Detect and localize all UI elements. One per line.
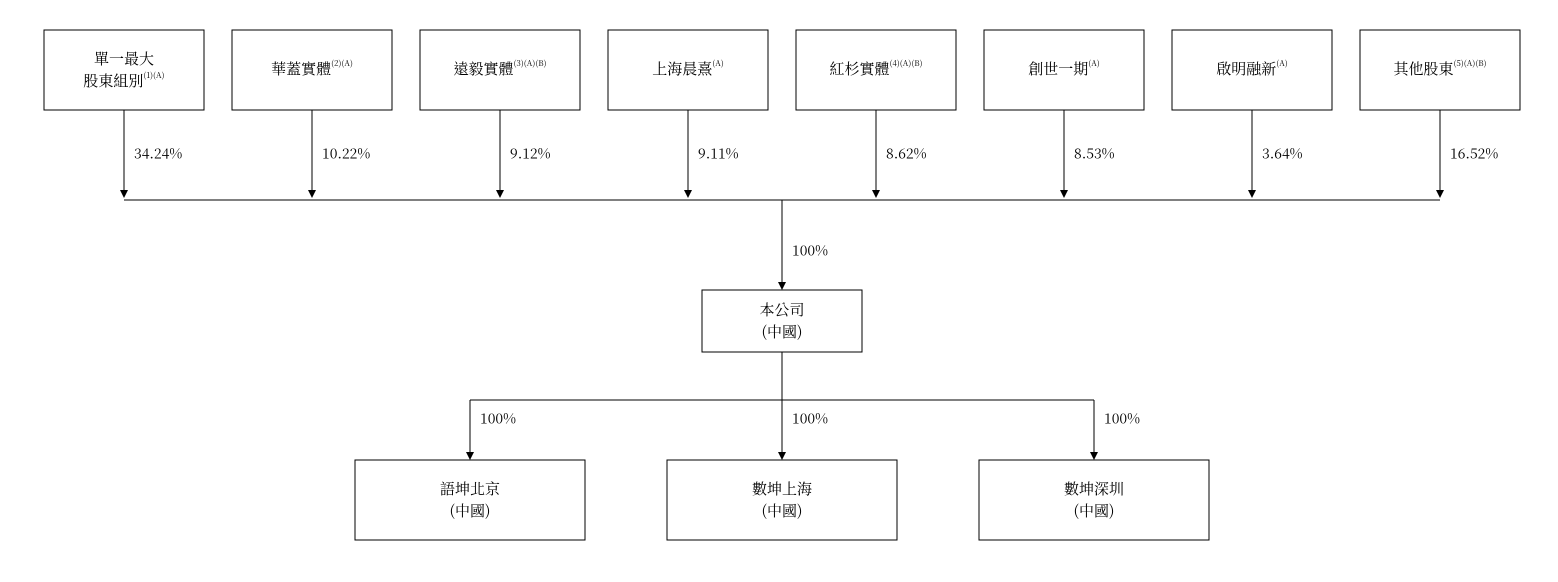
shareholder-box: 遠毅實體(3)(A)(B)	[420, 30, 580, 110]
subsidiary-box: 數坤深圳(中國)	[979, 460, 1209, 540]
company-sublabel: (中國)	[762, 321, 803, 342]
subsidiary-sublabel: (中國)	[1074, 500, 1115, 521]
subsidiary-box: 語坤北京(中國)	[355, 460, 585, 540]
subsidiary-label: 數坤上海	[752, 478, 812, 499]
shareholder-box: 單一最大股東組別(1)(A)	[44, 30, 204, 110]
subsidiary-sublabel: (中國)	[450, 500, 491, 521]
subsidiary-box: 數坤上海(中國)	[667, 460, 897, 540]
shareholder-box: 啟明融新(A)	[1172, 30, 1332, 110]
org-chart-svg: 單一最大股東組別(1)(A) 華蓋實體(2)(A) 遠毅實體(3)(A)(B) 上海晨…	[0, 0, 1558, 582]
ownership-percent: 8.53%	[1074, 144, 1115, 164]
ownership-percent: 100%	[792, 241, 828, 261]
shareholder-box: 華蓋實體(2)(A)	[232, 30, 392, 110]
ownership-percent: 100%	[792, 409, 828, 429]
ownership-percent: 10.22%	[322, 144, 370, 164]
company-label: 本公司	[759, 299, 804, 320]
company-box: 本公司(中國)	[702, 290, 862, 352]
shareholder-label: 單一最大	[94, 48, 154, 69]
ownership-percent: 9.12%	[510, 144, 551, 164]
ownership-percent: 16.52%	[1450, 144, 1498, 164]
ownership-percent: 9.11%	[698, 144, 739, 164]
org-chart: 單一最大股東組別(1)(A) 華蓋實體(2)(A) 遠毅實體(3)(A)(B) 上海晨…	[0, 0, 1558, 582]
ownership-percent: 8.62%	[886, 144, 927, 164]
ownership-percent: 3.64%	[1262, 144, 1303, 164]
shareholder-box: 創世一期(A)	[984, 30, 1144, 110]
shareholder-box: 上海晨熹(A)	[608, 30, 768, 110]
subsidiary-label: 語坤北京	[440, 478, 500, 499]
shareholder-box: 其他股東(5)(A)(B)	[1360, 30, 1520, 110]
ownership-percent: 34.24%	[134, 144, 182, 164]
ownership-percent: 100%	[480, 409, 516, 429]
shareholder-box: 紅杉實體(4)(A)(B)	[796, 30, 956, 110]
ownership-percent: 100%	[1104, 409, 1140, 429]
subsidiary-label: 數坤深圳	[1064, 478, 1124, 499]
subsidiary-sublabel: (中國)	[762, 500, 803, 521]
